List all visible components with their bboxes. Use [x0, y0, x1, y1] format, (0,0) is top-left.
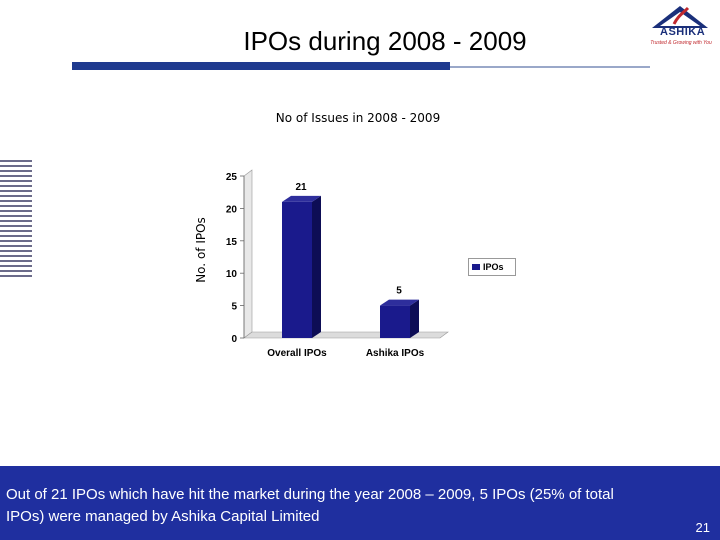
y-tick-label: 20: [226, 204, 238, 215]
bar-side: [410, 299, 419, 338]
y-tick-label: 0: [231, 334, 237, 345]
side-wall: [243, 169, 253, 339]
bar-top: [282, 195, 321, 202]
stripe: [0, 205, 32, 207]
y-tick-label: 10: [226, 269, 238, 280]
bar: [380, 305, 410, 338]
stripe: [0, 220, 32, 222]
chart-title: No of Issues in 2008 - 2009: [276, 111, 440, 125]
stripe: [0, 200, 32, 202]
logo-wordmark: ASHIKA: [660, 26, 706, 38]
y-tick-label: 5: [231, 302, 237, 313]
stripe: [0, 275, 32, 277]
chart: No of Issues in 2008 - 2009 No. of IPOs 0 5…: [150, 100, 570, 370]
legend-label: IPOs: [483, 262, 504, 272]
slide-title: IPOs during 2008 - 2009: [243, 26, 527, 56]
y-tick-label: 25: [226, 172, 238, 183]
ashika-logo-icon: [652, 6, 708, 28]
stripe: [0, 240, 32, 242]
stripe: [0, 250, 32, 252]
bar-chart-svg: No of Issues in 2008 - 2009 No. of IPOs 0 5…: [194, 111, 449, 359]
decorative-stripes: [0, 160, 32, 277]
stripe: [0, 185, 32, 187]
stripe: [0, 175, 32, 177]
bar: [282, 201, 312, 338]
stripe: [0, 245, 32, 247]
y-tick-label: 15: [226, 237, 238, 248]
caption-text: Out of 21 IPOs which have hit the market…: [6, 486, 614, 525]
data-label: 21: [295, 182, 307, 193]
stripe: [0, 215, 32, 217]
x-tick-label: Overall IPOs: [267, 348, 327, 359]
stripe: [0, 230, 32, 232]
legend: IPOs: [468, 258, 516, 276]
page-number: 21: [695, 520, 710, 535]
data-label: 5: [396, 286, 402, 297]
legend-swatch: [472, 264, 480, 270]
stripe: [0, 165, 32, 167]
stripe: [0, 190, 32, 192]
stripe: [0, 180, 32, 182]
stripe: [0, 265, 32, 267]
bar-side: [312, 195, 321, 338]
x-tick-label: Ashika IPOs: [366, 348, 425, 359]
stripe: [0, 170, 32, 172]
title-underline-light: [450, 66, 650, 68]
caption-box: Out of 21 IPOs which have hit the market…: [0, 466, 720, 540]
stripe: [0, 160, 32, 162]
stripe: [0, 235, 32, 237]
y-axis-label: No. of IPOs: [194, 217, 208, 283]
stripe: [0, 260, 32, 262]
stripe: [0, 225, 32, 227]
stripe: [0, 270, 32, 272]
title-underline: [72, 62, 450, 70]
stripe: [0, 195, 32, 197]
logo-tagline: Trusted & Growing with You: [650, 40, 712, 46]
stripe: [0, 210, 32, 212]
bar-top: [380, 299, 419, 306]
stripe: [0, 255, 32, 257]
